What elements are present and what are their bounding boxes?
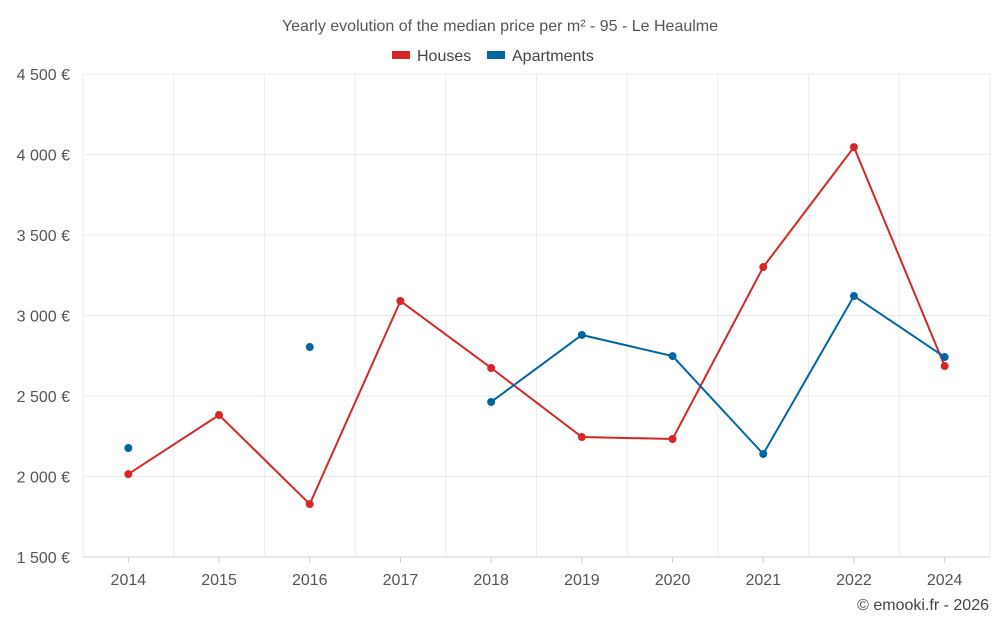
credit: © emooki.fr - 2026 — [857, 597, 989, 614]
data-point — [124, 444, 133, 453]
data-point — [940, 353, 949, 362]
x-tick-label: 2015 — [201, 572, 237, 589]
chart-title: Yearly evolution of the median price per… — [282, 18, 718, 35]
series-line — [490, 294, 946, 456]
x-tick-label: 2024 — [927, 572, 963, 589]
legend-label: Houses — [417, 48, 471, 65]
y-tick-label: 2 000 € — [17, 470, 70, 487]
data-point — [487, 397, 496, 406]
data-point — [759, 263, 768, 272]
x-tick-label: 2020 — [655, 572, 691, 589]
data-point — [668, 434, 677, 443]
series-layer — [124, 143, 949, 509]
y-axis: 1 500 € 2 000 € 2 500 € 3 000 € 3 500 € 4 000… — [17, 67, 70, 567]
legend-swatch — [392, 51, 410, 59]
legend-swatch — [487, 51, 505, 59]
x-tick-label: 2016 — [292, 572, 328, 589]
series-houses — [124, 143, 949, 509]
x-tick-label: 2019 — [564, 572, 600, 589]
y-tick-label: 3 500 € — [17, 228, 70, 245]
y-tick-label: 3 000 € — [17, 309, 70, 326]
data-point — [577, 433, 586, 442]
x-axis: 2014 2015 2016 2017 2018 2019 2020 2021 2022 2024 — [111, 557, 963, 589]
x-tick-label: 2021 — [745, 572, 781, 589]
series-apartments — [124, 292, 949, 458]
data-point — [215, 410, 224, 419]
y-tick-label: 2 500 € — [17, 389, 70, 406]
legend-label: Apartments — [512, 48, 594, 65]
y-tick-label: 4 500 € — [17, 67, 70, 84]
data-point — [577, 330, 586, 339]
data-point — [124, 470, 133, 479]
y-tick-label: 1 500 € — [17, 550, 70, 567]
data-point — [305, 500, 314, 509]
data-point — [759, 449, 768, 458]
x-tick-label: 2014 — [111, 572, 147, 589]
data-point — [668, 352, 677, 361]
y-tick-label: 4 000 € — [17, 148, 70, 165]
data-point — [849, 143, 858, 152]
legend: Houses Apartments — [392, 48, 594, 65]
x-tick-label: 2018 — [473, 572, 509, 589]
x-tick-label: 2017 — [383, 572, 419, 589]
data-point — [305, 343, 314, 352]
data-point — [940, 362, 949, 371]
data-point — [487, 363, 496, 372]
data-point — [396, 297, 405, 306]
grid — [82, 73, 991, 558]
series-line — [127, 145, 946, 506]
data-point — [849, 292, 858, 301]
x-tick-label: 2022 — [836, 572, 872, 589]
